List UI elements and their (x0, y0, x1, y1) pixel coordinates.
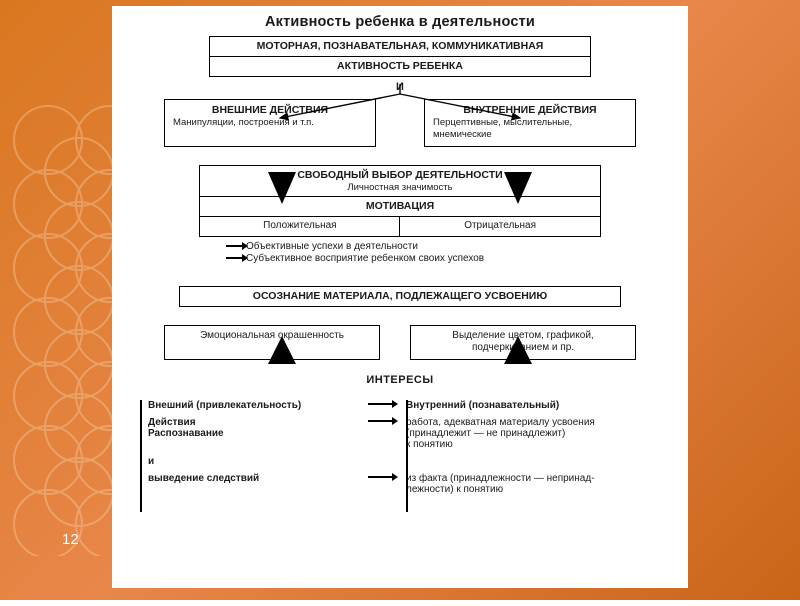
interests-table: Внешний (привлекательность) Внутренний (п… (136, 400, 664, 512)
bullet-row: Субъективное восприятие ребенком своих у… (226, 253, 664, 264)
box-motivation: МОТИВАЦИЯ (199, 196, 601, 217)
box-highlighting: Выделение цветом, графикой, подчеркивани… (410, 325, 636, 360)
arrow-cell (364, 456, 396, 459)
conjunction-label: И (136, 81, 664, 93)
slide-background: 12 Активность ребенка в деятельности МОТ… (0, 0, 800, 600)
box-internal-actions: ВНУТРЕННИЕ ДЕЙСТВИЯ Перцептивные, мыслит… (424, 99, 636, 147)
bullet-row: Объективные успехи в деятельности (226, 241, 664, 252)
bullets-successes: Объективные успехи в деятельности Субъек… (226, 241, 664, 264)
table-cell-left: и (136, 456, 364, 467)
box-child-activity: АКТИВНОСТЬ РЕБЕНКА (209, 56, 591, 77)
table-cell-right: Внутренний (познавательный) (396, 400, 664, 411)
internal-sub: Перцептивные, мыслительные, мнемические (433, 117, 572, 141)
arrow-right-icon (226, 257, 242, 259)
interests-label: ИНТЕРЕСЫ (136, 374, 664, 386)
internal-heading: ВНУТРЕННИЕ ДЕЙСТВИЯ (433, 104, 627, 117)
table-cell-left: выведение следствий (136, 473, 364, 484)
table-vline-right (406, 400, 408, 512)
box-activity-types: МОТОРНАЯ, ПОЗНАВАТЕЛЬНАЯ, КОММУНИКАТИВНА… (209, 36, 591, 57)
table-cell-left: Внешний (привлекательность) (136, 400, 364, 411)
row-motivation-split: Положительная Отрицательная (199, 216, 601, 237)
arrow-right-icon (368, 403, 392, 405)
arrow-cell (364, 417, 396, 422)
box-external-actions: ВНЕШНИЕ ДЕЙСТВИЯ Манипуляции, построения… (164, 99, 376, 147)
table-cell-right: работа, адекватная материалу усвоения (п… (396, 417, 664, 450)
external-sub: Манипуляции, построения и т.п. (173, 117, 314, 128)
table-cell-right: из факта (принадлежности — непринад- леж… (396, 473, 664, 495)
table-row: и (136, 456, 664, 467)
document-page: Активность ребенка в деятельности МОТОРН… (112, 6, 688, 588)
box-emotional-color: Эмоциональная окрашенность (164, 325, 380, 360)
box-free-choice: СВОБОДНЫЙ ВЫБОР ДЕЯТЕЛЬНОСТИ Личностная … (199, 165, 601, 198)
table-cell-left: Действия Распознавание (136, 417, 364, 439)
table-row: Действия Распознавание работа, адекватная… (136, 417, 664, 450)
arrow-right-icon (368, 420, 392, 422)
arrow-cell (364, 400, 396, 405)
table-vline-left (140, 400, 142, 512)
external-heading: ВНЕШНИЕ ДЕЙСТВИЯ (173, 104, 367, 117)
pair-realization-sub: Эмоциональная окрашенность Выделение цве… (164, 325, 636, 360)
table-row: Внешний (привлекательность) Внутренний (п… (136, 400, 664, 411)
box-realization: ОСОЗНАНИЕ МАТЕРИАЛА, ПОДЛЕЖАЩЕГО УСВОЕНИ… (179, 286, 621, 307)
bullet-text: Субъективное восприятие ребенком своих у… (246, 253, 484, 264)
diagram-title: Активность ребенка в деятельности (136, 14, 664, 30)
box-motivation-positive: Положительная (199, 216, 401, 237)
arrow-right-icon (226, 245, 242, 247)
table-row: выведение следствий из факта (принадлежно… (136, 473, 664, 495)
page-number: 12 (62, 531, 79, 548)
box-motivation-negative: Отрицательная (399, 216, 601, 237)
free-choice-heading: СВОБОДНЫЙ ВЫБОР ДЕЯТЕЛЬНОСТИ (206, 169, 594, 182)
free-choice-sub: Личностная значимость (206, 182, 594, 194)
arrow-right-icon (368, 476, 392, 478)
bullet-text: Объективные успехи в деятельности (246, 241, 418, 252)
pair-actions: ВНЕШНИЕ ДЕЙСТВИЯ Манипуляции, построения… (164, 99, 636, 147)
arrow-cell (364, 473, 396, 478)
